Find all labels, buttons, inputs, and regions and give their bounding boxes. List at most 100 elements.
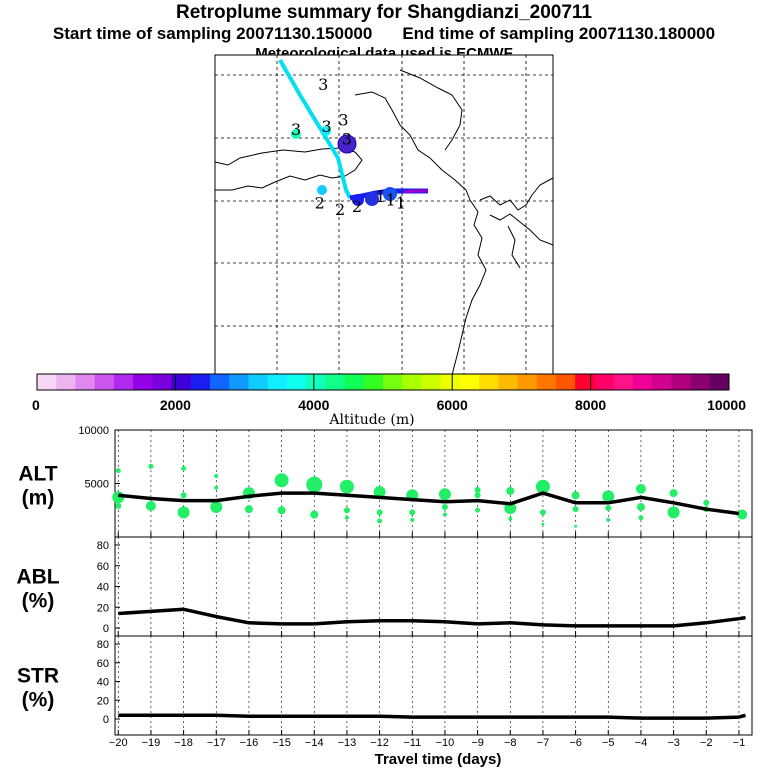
colorbar-swatch bbox=[363, 374, 384, 390]
colorbar-swatch bbox=[440, 374, 461, 390]
panel-abl: 0 20 40 60 80 ABL(%) bbox=[16, 536, 753, 637]
y-tick-label: 10000 bbox=[78, 425, 109, 437]
cluster-label: 1 bbox=[386, 190, 396, 209]
x-tick-label: −5 bbox=[602, 737, 615, 749]
colorbar-swatch bbox=[421, 374, 442, 390]
colorbar-swatch bbox=[171, 374, 192, 390]
y-tick-label: 40 bbox=[97, 677, 109, 689]
altitude-dot bbox=[571, 491, 580, 500]
x-tick-label: −16 bbox=[240, 737, 259, 749]
x-tick-label: −14 bbox=[305, 737, 324, 749]
x-tick-label: −1 bbox=[733, 737, 746, 749]
trajectory-line-cyan bbox=[278, 59, 352, 199]
x-tick-label: −12 bbox=[370, 737, 389, 749]
panel-frame bbox=[114, 429, 753, 538]
altitude-dot bbox=[181, 466, 187, 472]
altitude-dot bbox=[438, 488, 451, 501]
y-tick-label: 0 bbox=[103, 714, 109, 726]
cluster-labels: 33 3 332 2 21 1 1 bbox=[291, 75, 406, 219]
y-tick-label: 80 bbox=[97, 540, 109, 552]
altitude-dot bbox=[703, 499, 710, 506]
map-frame bbox=[214, 54, 554, 376]
y-tick-label: 20 bbox=[97, 695, 109, 707]
altitude-dot bbox=[148, 463, 154, 469]
colorbar-swatch bbox=[479, 374, 499, 390]
altitude-dot bbox=[310, 510, 319, 519]
colorbar-swatch bbox=[517, 374, 538, 390]
y-axis-label-unit: (%) bbox=[22, 689, 55, 712]
colorbar-swatch bbox=[75, 374, 96, 390]
y-tick-label: 20 bbox=[97, 602, 109, 614]
series-line-abl bbox=[118, 607, 746, 628]
y-tick-label: 40 bbox=[97, 582, 109, 594]
map-coastlines bbox=[214, 69, 554, 376]
cluster-marker bbox=[291, 129, 301, 139]
altitude-dot bbox=[214, 474, 219, 479]
x-tick-label: −9 bbox=[471, 737, 484, 749]
x-tick-label: −3 bbox=[667, 737, 680, 749]
cluster-marker bbox=[317, 185, 327, 195]
x-tick-label: −18 bbox=[174, 737, 193, 749]
altitude-dot bbox=[274, 473, 289, 488]
colorbar-swatch bbox=[56, 374, 76, 390]
altitude-dot bbox=[474, 492, 481, 499]
colorbar-swatch bbox=[383, 374, 403, 390]
time-series-panels: 500010000ALT(m)020406080ABL(%)020406080S… bbox=[16, 425, 753, 749]
y-tick-label: 60 bbox=[97, 561, 109, 573]
colorbar-swatch bbox=[210, 374, 230, 390]
x-tick-label: −4 bbox=[635, 737, 648, 749]
panel-frame bbox=[114, 635, 753, 736]
altitude-dot bbox=[636, 503, 645, 512]
map-graticule bbox=[215, 55, 553, 375]
cluster-label: 3 bbox=[338, 110, 348, 129]
start-time-label: Start time of sampling 20071130.150000 bbox=[52, 24, 373, 43]
colorbar-swatch bbox=[690, 374, 711, 390]
colorbar-tick-label: 0 bbox=[32, 397, 40, 413]
altitude-dot bbox=[145, 500, 156, 511]
altitude-dot bbox=[115, 468, 121, 474]
altitude-dot bbox=[376, 509, 383, 516]
cluster-marker bbox=[352, 194, 364, 206]
cluster-label: 2 bbox=[352, 197, 362, 216]
altitude-dot bbox=[339, 479, 354, 494]
altitude-dot bbox=[377, 518, 383, 524]
altitude-dot bbox=[180, 492, 187, 499]
sampling-times: Start time of sampling 20071130.150000 En… bbox=[0, 24, 768, 44]
colorbar-title: Altitude (m) bbox=[328, 412, 414, 428]
altitude-colorbar: 0 2000 4000 6000 8000 10000 bbox=[32, 373, 746, 413]
colorbar-swatch bbox=[113, 374, 134, 390]
colorbar-swatch bbox=[536, 374, 557, 390]
colorbar-swatch bbox=[459, 374, 480, 390]
y-tick-label: 0 bbox=[103, 623, 109, 635]
colorbar-swatch bbox=[306, 374, 326, 390]
x-tick-label: −8 bbox=[504, 737, 517, 749]
trajectory-map: 33 3 332 2 21 1 1 bbox=[214, 54, 554, 376]
altitude-dot bbox=[508, 516, 513, 521]
colorbar-tick-label: 2000 bbox=[160, 397, 191, 413]
altitude-dot bbox=[506, 486, 515, 495]
colorbar-tick-label: 10000 bbox=[707, 397, 746, 413]
colorbar-swatch bbox=[632, 374, 653, 390]
series-line-alt bbox=[118, 491, 740, 516]
cluster-label: 3 bbox=[318, 75, 328, 94]
colorbar-swatch bbox=[613, 374, 634, 390]
altitude-dot bbox=[277, 506, 286, 515]
colorbar-swatch bbox=[190, 374, 211, 390]
altitude-dot bbox=[441, 504, 448, 511]
colorbar-swatch bbox=[671, 374, 692, 390]
x-tick-label: −10 bbox=[436, 737, 455, 749]
cluster-marker bbox=[365, 192, 379, 206]
altitude-dot bbox=[541, 522, 545, 526]
altitude-dot bbox=[475, 507, 481, 513]
altitude-dot bbox=[474, 486, 481, 493]
altitude-dot bbox=[210, 501, 223, 514]
altitude-dot bbox=[606, 517, 611, 522]
y-tick-label: 60 bbox=[97, 658, 109, 670]
altitude-dot bbox=[409, 509, 416, 516]
trajectory-line-purple bbox=[403, 189, 428, 194]
y-axis-label-name: ALT bbox=[18, 463, 57, 486]
cluster-marker bbox=[321, 126, 331, 136]
altitude-dot bbox=[343, 507, 350, 514]
colorbar-swatch bbox=[267, 374, 288, 390]
